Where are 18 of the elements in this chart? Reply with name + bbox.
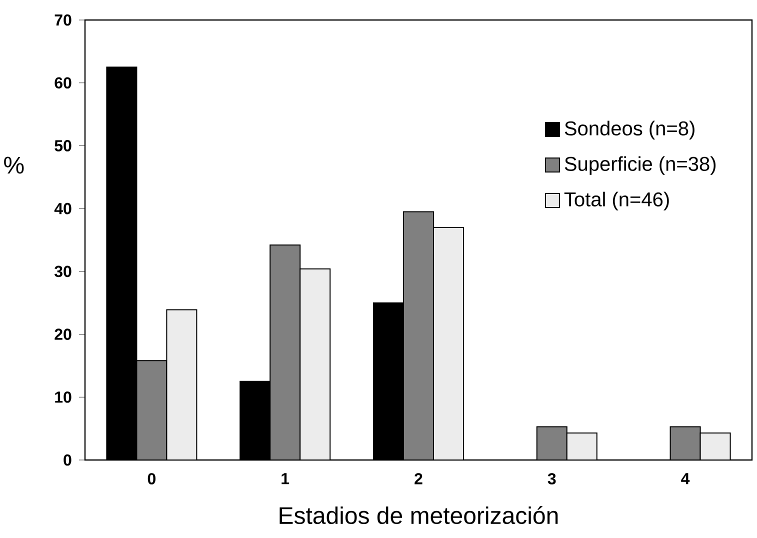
y-tick-label: 30	[54, 266, 72, 278]
x-tick-label: 4	[681, 473, 690, 484]
legend-label: Sondeos (n=8)	[564, 120, 694, 140]
y-tick-label: 70	[54, 14, 72, 26]
y-tick-label: 60	[54, 77, 72, 89]
legend-label: Superficie (n=38)	[564, 156, 716, 175]
x-tick-label: 3	[548, 473, 556, 484]
y-tick-label: 40	[54, 202, 72, 214]
y-tick-label: 10	[55, 391, 72, 403]
legend-label: Total (n=46)	[564, 192, 669, 210]
x-axis-title: Estadios de meteorización	[280, 506, 558, 524]
y-tick-label: 50	[54, 140, 72, 152]
y-tick-label: 20	[54, 328, 72, 340]
x-tick-label: 0	[148, 473, 156, 484]
y-axis-title: %	[4, 156, 24, 174]
x-tick-label: 1	[282, 473, 290, 484]
y-tick-label: 0	[64, 454, 72, 466]
x-tick-label: 2	[414, 473, 422, 484]
